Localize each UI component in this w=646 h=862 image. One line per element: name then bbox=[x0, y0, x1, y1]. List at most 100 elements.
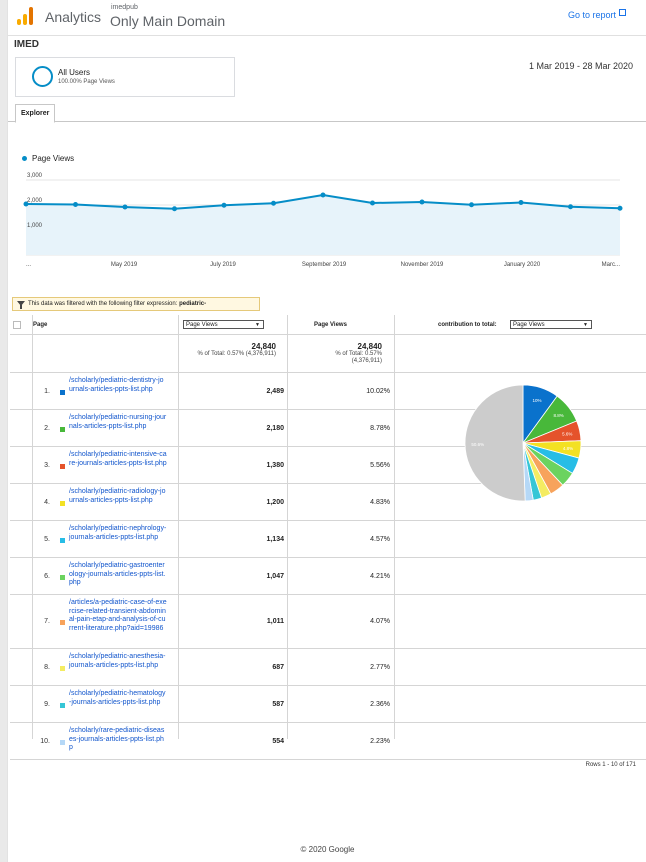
y-tick-label: 2,000 bbox=[27, 198, 43, 204]
total-percent-1: % of Total: 0.57% (4,376,911) bbox=[197, 351, 277, 357]
total-value-2: 24,840 bbox=[357, 342, 382, 351]
y-tick-label: 3,000 bbox=[27, 173, 43, 179]
row-number: 1. bbox=[44, 387, 50, 395]
page-link[interactable]: /scholarly/pediatric-gastroenterology-jo… bbox=[69, 562, 166, 587]
account-name: imedpub bbox=[111, 4, 138, 11]
property-name: IMED bbox=[14, 39, 39, 50]
segment-card[interactable]: All Users 100.00% Page Views bbox=[15, 57, 235, 97]
go-to-report-link[interactable]: Go to report bbox=[567, 10, 616, 20]
contribution-select[interactable]: Page Views bbox=[510, 320, 592, 329]
select-all-checkbox[interactable] bbox=[13, 321, 21, 329]
analytics-logo-icon bbox=[17, 7, 35, 25]
page-link[interactable]: /scholarly/pediatric-radiology-journals-… bbox=[69, 488, 166, 504]
pie-slice-label: 8.8% bbox=[553, 413, 563, 418]
table-row: 7. /articles/a-pediatric-case-of-exercise… bbox=[10, 595, 646, 649]
pageviews-value: 1,011 bbox=[266, 618, 284, 625]
pageviews-value: 1,200 bbox=[266, 498, 284, 506]
legend-label: Page Views bbox=[32, 154, 75, 163]
percent-value: 8.78% bbox=[370, 424, 390, 432]
table-row: 4. /scholarly/pediatric-radiology-journal… bbox=[10, 484, 646, 521]
series-color-icon bbox=[60, 665, 65, 671]
data-point bbox=[370, 200, 375, 206]
data-point bbox=[23, 201, 29, 207]
percent-value: 4.57% bbox=[370, 535, 390, 543]
series-color-icon bbox=[60, 463, 65, 469]
contribution-pie-chart: 10% 8.8% 5.6% 4.8% 50.6% bbox=[464, 384, 582, 502]
pie-slice bbox=[464, 384, 526, 502]
col-header-pageviews: Page Views bbox=[314, 322, 347, 328]
page-link[interactable]: /scholarly/pediatric-nursing-journals-ar… bbox=[69, 414, 167, 430]
row-number: 10. bbox=[40, 737, 50, 745]
line-chart: 3,000 2,000 1,000... May 2019 July 2019 Septe… bbox=[23, 173, 623, 268]
table-row: 1. /scholarly/pediatric-dentistry-journal… bbox=[10, 373, 646, 410]
percent-value: 4.83% bbox=[370, 498, 390, 506]
series-color-icon bbox=[60, 574, 65, 580]
app-name: Analytics bbox=[45, 9, 102, 25]
table-header-row: Page Page Views Page Views contribution … bbox=[10, 315, 646, 335]
tab-explorer[interactable]: Explorer bbox=[15, 104, 55, 123]
row-number: 6. bbox=[44, 572, 50, 580]
percent-value: 4.07% bbox=[370, 618, 390, 625]
data-point bbox=[469, 202, 474, 208]
chart-legend: Page Views bbox=[22, 154, 74, 163]
report-header: Analytics imedpub Only Main Domain Go to… bbox=[8, 0, 646, 36]
view-name: Only Main Domain bbox=[110, 13, 226, 29]
table-row: 8. /scholarly/pediatric-anesthesia-journa… bbox=[10, 649, 646, 686]
metric-select[interactable]: Page Views bbox=[183, 320, 264, 329]
row-number: 2. bbox=[44, 424, 50, 432]
series-color-icon bbox=[60, 702, 65, 708]
col-header-page: Page bbox=[33, 322, 48, 328]
date-range[interactable]: 1 Mar 2019 - 28 Mar 2020 bbox=[528, 61, 633, 71]
page-link[interactable]: /scholarly/pediatric-anesthesia-journals… bbox=[69, 653, 166, 669]
table-row: 2. /scholarly/pediatric-nursing-journals-… bbox=[10, 410, 646, 447]
rows-info: Rows 1 - 10 of 171 bbox=[585, 762, 636, 768]
table-row: 10. /scholarly/rare-pediatric-diseases-jo… bbox=[10, 723, 646, 760]
pageviews-value: 687 bbox=[272, 663, 284, 671]
data-point bbox=[617, 205, 623, 211]
series-color-icon bbox=[60, 426, 65, 432]
table-row: 3. /scholarly/pediatric-intensive-care-jo… bbox=[10, 447, 646, 484]
segment-name: All Users bbox=[58, 68, 91, 77]
page-link[interactable]: /scholarly/pediatric-hematology-journals… bbox=[69, 690, 166, 706]
pie-slice-label: 4.8% bbox=[563, 446, 573, 451]
page-link[interactable]: /scholarly/pediatric-intensive-care-jour… bbox=[69, 451, 167, 467]
pageviews-value: 2,489 bbox=[266, 387, 284, 395]
footer-copyright: © 2020 Google bbox=[300, 845, 355, 854]
page-link[interactable]: /articles/a-pediatric-case-of-exercise-r… bbox=[69, 599, 167, 632]
percent-value: 2.36% bbox=[370, 700, 390, 708]
total-percent-2: % of Total: 0.57% bbox=[335, 351, 382, 357]
data-point bbox=[172, 206, 177, 212]
row-number: 8. bbox=[44, 663, 50, 671]
percent-value: 10.02% bbox=[366, 387, 390, 395]
series-color-icon bbox=[60, 500, 65, 506]
pageviews-value: 1,380 bbox=[266, 461, 284, 469]
data-point bbox=[518, 200, 524, 205]
pageviews-value: 1,134 bbox=[266, 535, 284, 543]
x-tick-label: ... bbox=[26, 262, 31, 268]
table-row: 5. /scholarly/pediatric-nephrology-journa… bbox=[10, 521, 646, 558]
row-number: 4. bbox=[44, 498, 50, 506]
data-point bbox=[271, 200, 276, 206]
segment-ring-icon bbox=[32, 66, 53, 87]
external-link-icon[interactable] bbox=[619, 9, 626, 16]
filter-note-prefix: This data was filtered with the followin… bbox=[28, 301, 178, 307]
left-gutter bbox=[0, 0, 7, 862]
row-number: 3. bbox=[44, 461, 50, 469]
total-count-2: (4,376,911) bbox=[351, 358, 382, 364]
series-color-icon bbox=[60, 389, 65, 395]
data-point bbox=[122, 204, 128, 210]
x-tick-label: November 2019 bbox=[401, 262, 444, 268]
data-point bbox=[221, 202, 227, 208]
percent-value: 4.21% bbox=[370, 572, 390, 580]
col-header-contribution: contribution to total: bbox=[438, 322, 497, 328]
percent-value: 5.56% bbox=[370, 461, 390, 469]
page-link[interactable]: /scholarly/rare-pediatric-diseases-journ… bbox=[69, 727, 165, 752]
report-page: Analytics imedpub Only Main Domain Go to… bbox=[7, 0, 646, 862]
row-number: 5. bbox=[44, 535, 50, 543]
page-link[interactable]: /scholarly/pediatric-dentistry-journals-… bbox=[69, 377, 164, 393]
series-color-icon bbox=[60, 739, 65, 745]
page-link[interactable]: /scholarly/pediatric-nephrology-journals… bbox=[69, 525, 167, 541]
table-totals-row: 24,840 % of Total: 0.57% (4,376,911) 24,… bbox=[10, 335, 646, 373]
legend-dot-icon bbox=[22, 156, 27, 162]
x-tick-label: September 2019 bbox=[302, 262, 347, 268]
